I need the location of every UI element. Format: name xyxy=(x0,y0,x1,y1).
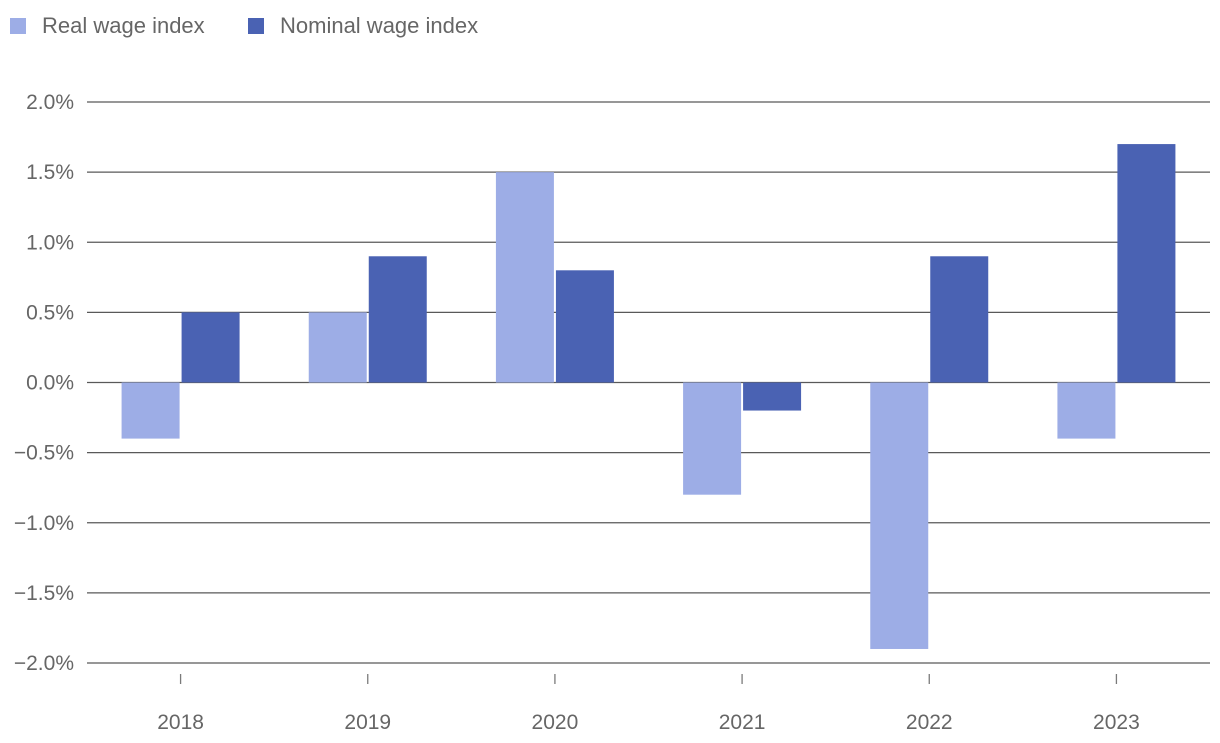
x-tick-label-2023: 2023 xyxy=(1093,711,1140,734)
bar-nominal-2023 xyxy=(1117,144,1176,383)
x-tick-label-2019: 2019 xyxy=(344,711,391,734)
y-tick-label: 0.0% xyxy=(26,372,74,395)
legend-swatch-2 xyxy=(248,18,264,34)
bar-real-2019 xyxy=(308,312,367,383)
y-tick-label: 1.5% xyxy=(26,161,74,184)
x-tick-label-2020: 2020 xyxy=(532,711,579,734)
y-axis-labels: 2.0% 1.5% 1.0% 0.5% 0.0% −0.5% −1.0% −1.5% −2.0% xyxy=(14,91,74,675)
legend: Real wage index Nominal wage index xyxy=(10,13,478,38)
bar-real-2022 xyxy=(870,382,929,649)
bar-nominal-2018 xyxy=(181,312,240,383)
legend-label-1: Real wage index xyxy=(42,13,205,38)
x-tick-label-2022: 2022 xyxy=(906,711,953,734)
bar-nominal-2022 xyxy=(930,256,989,383)
bar-nominal-2019 xyxy=(368,256,427,383)
x-tick-label-2021: 2021 xyxy=(719,711,766,734)
legend-swatch-1 xyxy=(10,18,26,34)
bars xyxy=(121,144,1176,649)
x-axis: 2018 2019 2020 2021 2022 2023 xyxy=(157,674,1140,734)
bar-real-2023 xyxy=(1057,382,1116,439)
gridlines xyxy=(87,101,1210,664)
bar-real-2020 xyxy=(495,172,554,383)
bar-nominal-2021 xyxy=(743,382,802,411)
bar-real-2018 xyxy=(121,382,180,439)
legend-label-2: Nominal wage index xyxy=(280,13,478,38)
y-tick-label: −2.0% xyxy=(14,652,74,675)
bar-nominal-2020 xyxy=(555,270,614,383)
bar-real-2021 xyxy=(683,382,742,495)
y-tick-label: 2.0% xyxy=(26,91,74,114)
y-tick-label: −1.0% xyxy=(14,512,74,535)
y-tick-label: −1.5% xyxy=(14,582,74,605)
y-tick-label: 0.5% xyxy=(26,301,74,324)
y-tick-label: 1.0% xyxy=(26,231,74,254)
x-tick-label-2018: 2018 xyxy=(157,711,204,734)
y-tick-label: −0.5% xyxy=(14,442,74,465)
